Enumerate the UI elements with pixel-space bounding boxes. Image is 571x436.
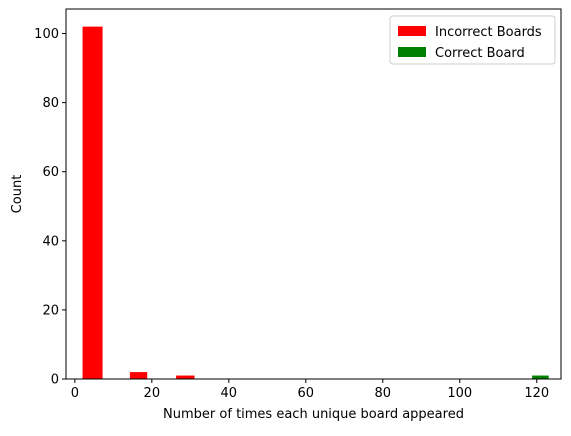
- bar-correct-0: [532, 375, 549, 379]
- y-axis-label: Count: [10, 175, 25, 214]
- x-tick-label: 0: [71, 386, 79, 401]
- x-tick-label: 20: [144, 386, 161, 401]
- x-tick-label: 60: [298, 386, 315, 401]
- legend-swatch-incorrect: [398, 26, 426, 36]
- legend-swatch-correct: [398, 47, 426, 57]
- legend: Incorrect Boards Correct Board: [389, 15, 556, 65]
- x-tick-label: 40: [221, 386, 238, 401]
- bar-incorrect-0: [82, 26, 103, 379]
- x-tick-label: 80: [375, 386, 392, 401]
- bar-incorrect-1: [129, 372, 148, 379]
- y-tick-label: 60: [42, 165, 59, 180]
- x-tick-label: 100: [447, 386, 472, 401]
- y-tick-label: 80: [42, 96, 59, 111]
- legend-label-correct: Correct Board: [435, 46, 525, 61]
- y-tick-label: 40: [42, 234, 59, 249]
- y-tick-label: 0: [51, 373, 59, 388]
- plot-area-frame: [65, 8, 562, 380]
- legend-label-incorrect: Incorrect Boards: [435, 25, 542, 40]
- y-tick-label: 100: [34, 27, 59, 42]
- x-tick-label: 120: [524, 386, 549, 401]
- legend-frame: [389, 15, 556, 65]
- bar-incorrect-2: [176, 375, 195, 379]
- y-tick-label: 20: [42, 303, 59, 318]
- x-axis-label: Number of times each unique board appear…: [163, 407, 464, 422]
